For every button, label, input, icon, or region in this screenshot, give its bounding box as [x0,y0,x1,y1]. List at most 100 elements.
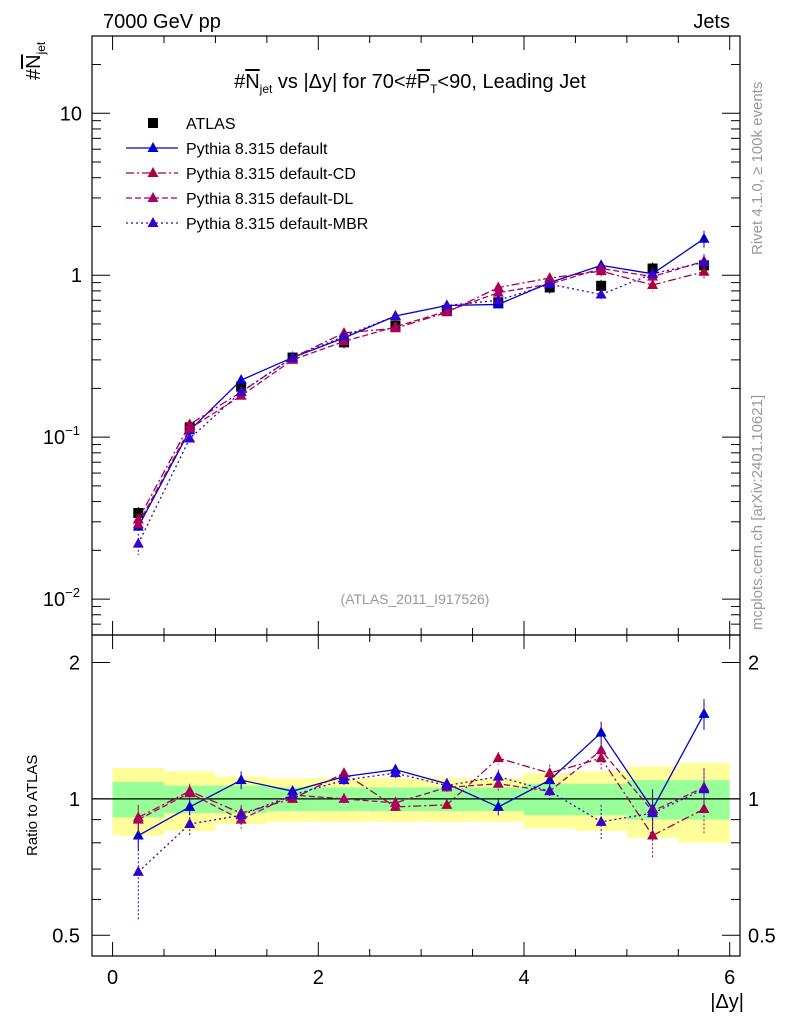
series-point-3 [132,537,144,548]
series-point-1 [544,272,556,283]
ratio-tick-label-right: 0.5 [748,925,776,947]
series-point-3 [235,385,247,396]
ratio-point-1 [441,798,453,809]
ratio-point-0 [698,707,710,718]
x-tick-label: 6 [724,967,735,989]
chart-title: #Njet vs |Δy| for 70<#PT<90, Leading Jet [234,71,586,96]
series-point-0 [698,232,710,243]
ratio-point-3 [184,818,196,829]
y-tick-label: 1 [71,265,82,287]
legend-label-2: Pythia 8.315 default-DL [186,191,353,208]
y-axis-label-hash: # [23,68,45,80]
series-point-2 [132,518,144,529]
series-point-1 [647,278,659,289]
legend-atlas-label: ATLAS [186,116,236,133]
y-tick-label: 10 [60,103,82,125]
ratio-line-2 [137,749,705,821]
title-part-7: <90, Leading Jet [437,71,586,93]
series-point-2 [389,320,401,331]
title-part-5: P [417,71,430,93]
y-axis-label-sub: jet [34,41,48,55]
series-line-3 [137,261,705,544]
ratio-point-2 [184,787,196,798]
series-point-3 [287,351,299,362]
x-tick-label: 4 [518,967,529,989]
series-point-3 [441,299,453,310]
ratio-point-3 [595,815,607,826]
series-point-3 [184,432,196,443]
ratio-point-1 [492,752,504,763]
ratio-point-3 [441,779,453,790]
x-tick-label: 2 [313,967,324,989]
ratio-point-0 [492,800,504,811]
ratio-point-3 [544,785,556,796]
ratio-point-3 [338,774,350,785]
series-point-3 [544,278,556,289]
ratio-point-0 [235,774,247,785]
y-tick-label-base: 1 [71,265,82,287]
series-line-0 [137,238,705,527]
title-part-2: N [245,71,259,93]
ratio-point-1 [338,767,350,778]
y-tick-label-base: 10 [43,427,65,449]
ratio-point-3 [698,783,710,794]
ratio-point-0 [544,774,556,785]
ratio-line-0 [137,713,705,837]
ratio-point-1 [544,767,556,778]
analysis-watermark: (ATLAS_2011_I917526) [341,591,490,607]
ratio-point-3 [235,809,247,820]
series-point-3 [595,288,607,299]
series-point-2 [184,422,196,433]
header-right: Jets [693,11,730,33]
ratio-point-2 [132,813,144,824]
title-part-3: jet [259,82,273,96]
series-point-3 [492,294,504,305]
title-part-4: vs |Δy| for 70<# [272,71,417,93]
legend-label-1: Pythia 8.315 default-CD [186,166,356,183]
ratio-point-0 [595,726,607,737]
atlas-point [596,280,607,291]
y-tick-label-exp: −1 [65,423,80,438]
y-tick-label: 10−2 [43,585,80,611]
ratio-tick-label-right: 2 [748,652,759,674]
ratio-point-3 [647,807,659,818]
ratio-point-0 [184,800,196,811]
legend-label-3: Pythia 8.315 default-MBR [186,216,368,233]
series-point-1 [492,281,504,292]
ratio-point-1 [698,802,710,813]
side-label-mcplots: mcplots.cern.ch [arXiv:2401.10621] [749,395,766,630]
series-point-3 [647,267,659,278]
series-point-0 [235,374,247,385]
atlas-point [133,508,144,519]
ratio-point-3 [389,767,401,778]
legend-marker-0 [147,142,159,152]
series-point-3 [698,256,710,267]
side-label-rivet: Rivet 4.1.0, ≥ 100k events [749,82,766,255]
ratio-tick-label: 0.5 [52,925,80,947]
ratio-point-3 [132,865,144,876]
y-tick-label-exp: −2 [65,585,80,600]
ratio-point-2 [389,796,401,807]
ratio-axis-label: Ratio to ATLAS [24,755,41,856]
ratio-tick-label: 2 [69,652,80,674]
legend-marker-3 [147,217,159,227]
legend-marker-1 [147,167,159,177]
ratio-point-2 [338,792,350,803]
series-point-2 [492,286,504,297]
y-axis-label: #Njet [23,41,48,80]
y-tick-label-base: 10 [43,589,65,611]
y-axis-label-n: N [23,54,45,68]
series-point-1 [698,265,710,276]
x-axis-label: |Δy| [710,991,744,1013]
series-point-3 [389,309,401,320]
ratio-line-3 [137,772,705,873]
series-layer [132,230,710,921]
title-part-6: T [430,82,438,96]
ratio-point-2 [595,744,607,755]
ratio-line-1 [137,757,705,837]
ratio-tick-label-right: 1 [748,789,759,811]
series-point-2 [338,335,350,346]
series-point-3 [338,330,350,341]
